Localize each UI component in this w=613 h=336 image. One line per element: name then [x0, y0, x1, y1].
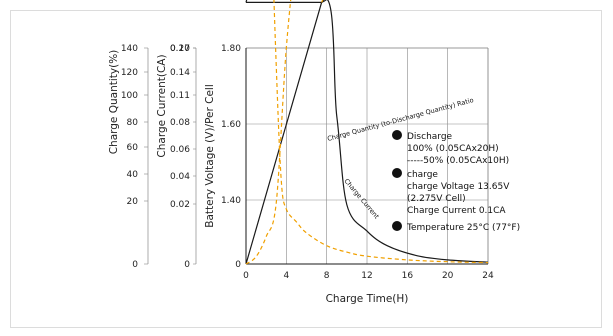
- legend-dot-marker: [392, 168, 402, 178]
- y-current-tick-label: 0.04: [170, 172, 190, 182]
- y-axis-voltage-label: Battery Voltage (V)/Per Cell: [204, 84, 216, 228]
- legend-text-line: 100% (0.05CAx20H): [407, 144, 499, 154]
- y-voltage-tick-label: 1.80: [221, 44, 241, 54]
- x-tick-label: 4: [283, 271, 289, 281]
- x-axis-label: Charge Time(H): [326, 293, 409, 305]
- y-axis-current-label: Charge Current(CA): [156, 54, 168, 157]
- legend: Discharge 100% (0.05CAx20H) -----50% (0.05…: [392, 130, 520, 233]
- series: [245, 0, 489, 265]
- y-quantity-tick-label: 120: [121, 68, 138, 78]
- y-current-tick-label: 0.17: [170, 44, 190, 54]
- y-current-tick-label: 0.08: [170, 118, 190, 128]
- series-dashed-line-4: [245, 0, 292, 265]
- y-quantity-tick-label: 100: [121, 91, 138, 101]
- legend-text-line: charge: [407, 170, 438, 180]
- y-voltage-tick-label: 0: [235, 260, 241, 270]
- y-quantity-tick-label: 40: [127, 170, 139, 180]
- x-tick-label: 0: [243, 271, 249, 281]
- curve-label-current: Charge Current: [342, 177, 380, 221]
- chart-frame: [10, 10, 602, 328]
- y-quantity-tick-label: 0: [132, 260, 138, 270]
- y-current-tick-label: 0.02: [170, 200, 190, 210]
- y-current-tick-label: 0.06: [170, 145, 190, 155]
- legend-text-line: -----50% (0.05CAx10H): [407, 156, 509, 166]
- series-dashed-line-6: [321, 0, 324, 3]
- y-quantity-tick-label: 60: [127, 143, 139, 153]
- x-tick-label: 12: [361, 271, 372, 281]
- y-current-tick-label: 0.14: [170, 68, 190, 78]
- y-quantity-tick-label: 140: [121, 44, 138, 54]
- x-tick-label: 16: [402, 271, 414, 281]
- tick-labels: 0481216202401.401.601.802.002.202.402.60…: [121, 44, 494, 281]
- x-tick-label: 20: [442, 271, 454, 281]
- legend-dot-marker: [392, 130, 402, 140]
- y-quantity-tick-label: 80: [127, 118, 139, 128]
- x-tick-label: 24: [482, 271, 494, 281]
- y-current-tick-label: 0.11: [170, 91, 190, 101]
- y-voltage-tick-label: 1.60: [221, 120, 241, 130]
- y-voltage-tick-label: 1.40: [221, 196, 241, 206]
- axes: [147, 48, 488, 265]
- legend-text-line: charge Voltage 13.65V: [407, 182, 510, 192]
- y-axis-quantity-label: Charge Quantity(%): [108, 50, 120, 155]
- legend-text-line: Charge Current 0.1CA: [407, 206, 506, 216]
- series-solid-line-1: [246, 0, 327, 3]
- y-current-tick-label: 0.20: [170, 44, 190, 54]
- legend-dot-marker: [392, 221, 402, 231]
- series-solid-line-0: [245, 0, 489, 265]
- y-quantity-tick-label: 20: [127, 197, 139, 207]
- y-current-tick-label: 0: [184, 260, 190, 270]
- legend-text-line: Discharge: [407, 132, 453, 142]
- legend-text-line: (2.275V Cell): [407, 194, 466, 204]
- legend-text-line: Temperature 25°C (77°F): [406, 223, 520, 233]
- x-tick-label: 8: [324, 271, 330, 281]
